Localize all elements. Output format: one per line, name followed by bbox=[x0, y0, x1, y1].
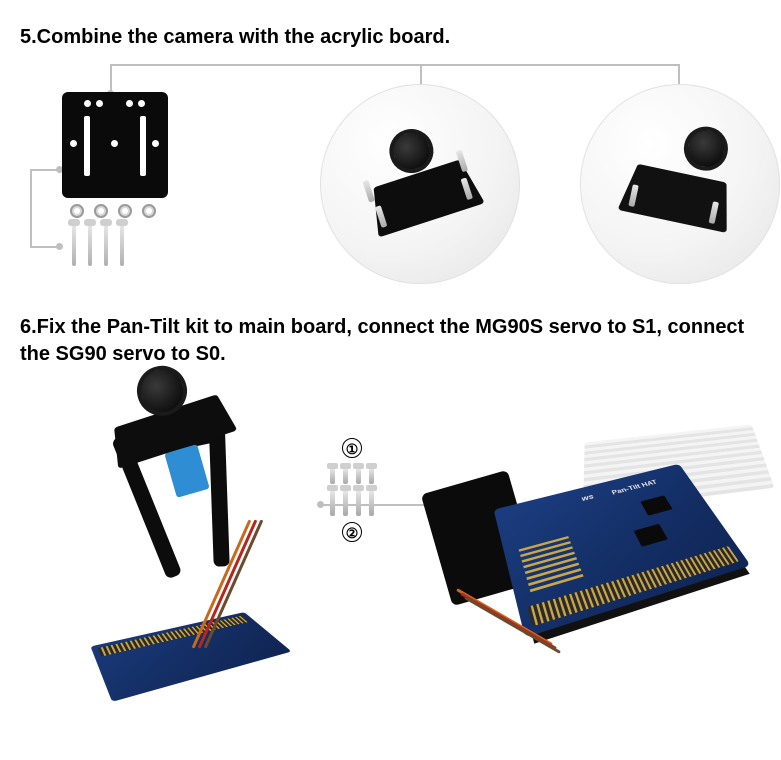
step-5-heading: 5.Combine the camera with the acrylic bo… bbox=[20, 24, 761, 51]
callout-label-1: ① bbox=[342, 438, 362, 458]
hat-label-text: Pan-Tilt HAT bbox=[610, 479, 658, 496]
long-screws-illustration bbox=[330, 490, 374, 516]
screws-illustration bbox=[72, 224, 124, 266]
assembled-view-back bbox=[580, 84, 780, 284]
connector-line bbox=[30, 169, 32, 247]
assembled-view-angled bbox=[320, 84, 520, 284]
hat-logo: ws bbox=[580, 493, 595, 503]
acrylic-board-illustration bbox=[62, 92, 168, 198]
connector-line bbox=[110, 64, 680, 66]
main-board-illustration bbox=[91, 612, 292, 702]
hat-board-illustration: ws Pan-Tilt HAT bbox=[441, 394, 761, 674]
nuts-illustration bbox=[70, 204, 156, 218]
fastener-callout: ① ② bbox=[330, 434, 374, 546]
callout-label-2: ② bbox=[342, 522, 362, 542]
connector-dot bbox=[56, 243, 63, 250]
step-5: 5.Combine the camera with the acrylic bo… bbox=[20, 24, 761, 304]
pan-tilt-assembly-illustration bbox=[60, 364, 330, 694]
step-6-heading: 6.Fix the Pan-Tilt kit to main board, co… bbox=[20, 314, 761, 368]
short-screws-illustration bbox=[330, 468, 374, 484]
step-6: 6.Fix the Pan-Tilt kit to main board, co… bbox=[20, 314, 761, 714]
